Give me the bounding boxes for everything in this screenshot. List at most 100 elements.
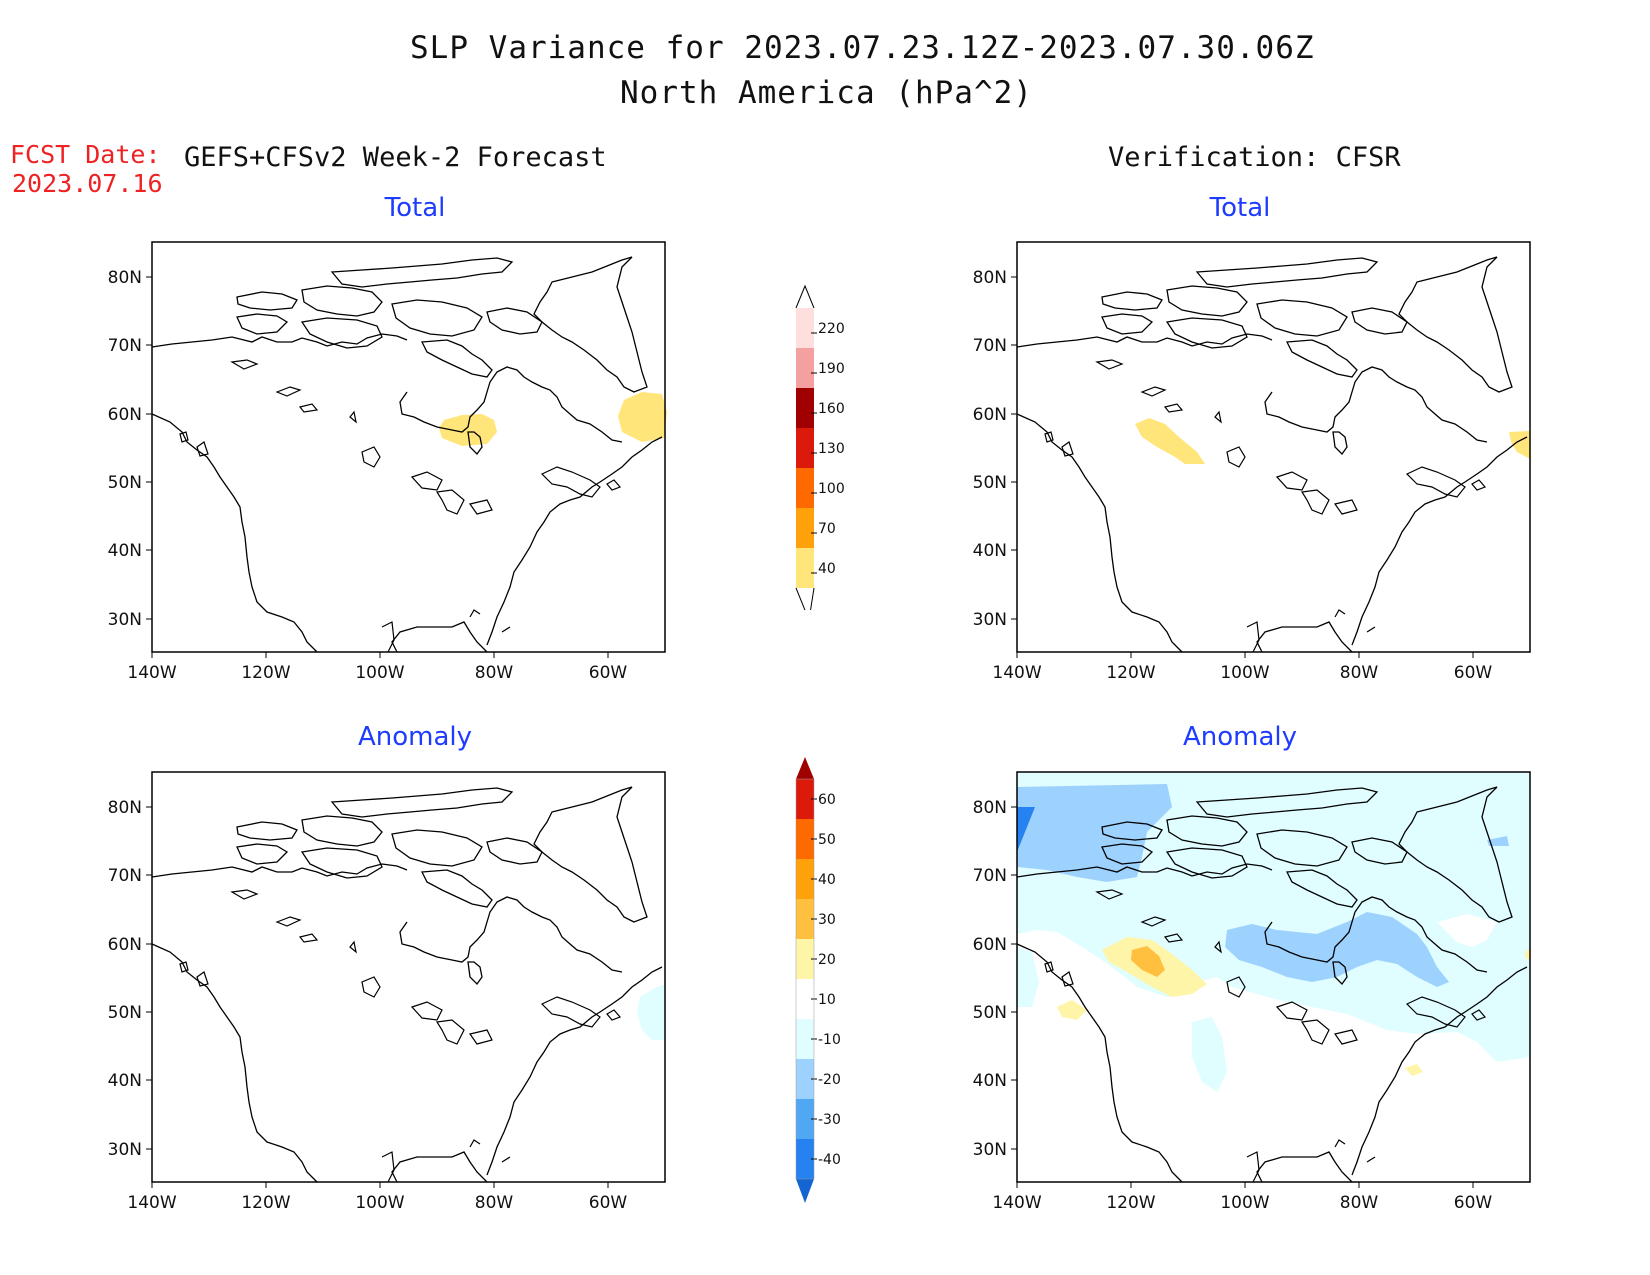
lon-label-60w: 60W bbox=[1454, 663, 1493, 683]
lat-label-50n: 50N bbox=[973, 1003, 1007, 1023]
forecast-heading: GEFS+CFSv2 Week-2 Forecast bbox=[184, 142, 607, 173]
lon-label-120w: 120W bbox=[241, 663, 290, 683]
shading-layer bbox=[637, 984, 665, 1040]
anom-cb-label-m10: -10 bbox=[818, 1032, 841, 1048]
shade-arctic-deep bbox=[1017, 807, 1035, 852]
anom-cb-label-m30: -30 bbox=[818, 1112, 841, 1128]
total-cb-swatch bbox=[796, 348, 814, 388]
fc-anomaly-map: 80N 70N 60N 50N 40N 30N 140W 120W 100W 8… bbox=[108, 771, 666, 1213]
shade-hudson-south bbox=[439, 414, 497, 446]
shading-layer bbox=[1017, 772, 1530, 1092]
map-frame bbox=[1016, 241, 1531, 653]
shade-atlantic-yellow bbox=[1405, 1064, 1423, 1076]
shade-ne-strip bbox=[1487, 836, 1509, 846]
shade-ne-yellow bbox=[1525, 948, 1530, 960]
lat-label-70n: 70N bbox=[108, 866, 142, 886]
chart-title: SLP Variance for 2023.07.23.12Z-2023.07.… bbox=[410, 30, 1315, 66]
lon-label-120w: 120W bbox=[1106, 1193, 1155, 1213]
fcst-date-label: FCST Date: bbox=[10, 140, 161, 169]
total-cb-swatch bbox=[796, 548, 814, 588]
anom-cb-swatch bbox=[796, 779, 814, 819]
lon-label-140w: 140W bbox=[992, 663, 1041, 683]
shade-labrador bbox=[618, 392, 667, 442]
lon-label-80w: 80W bbox=[475, 663, 514, 683]
lat-ticks bbox=[1011, 276, 1017, 620]
total-cb-swatch bbox=[796, 508, 814, 548]
anom-cb-swatch bbox=[796, 979, 814, 1019]
lat-label-60n: 60N bbox=[108, 405, 142, 425]
anom-cb-label-10: 10 bbox=[818, 992, 836, 1008]
fc-total-map: 80N 70N 60N 50N 40N 30N 140W 120W 100W 8… bbox=[108, 241, 667, 683]
anom-cb-swatch bbox=[796, 1059, 814, 1099]
lat-label-80n: 80N bbox=[108, 268, 142, 288]
lon-label-60w: 60W bbox=[589, 663, 628, 683]
total-cb-swatch bbox=[796, 308, 814, 348]
lon-label-80w: 80W bbox=[475, 1193, 514, 1213]
total-cb-label-70: 70 bbox=[818, 521, 836, 537]
lat-label-30n: 30N bbox=[973, 610, 1007, 630]
shade-blue-southwest bbox=[1017, 947, 1039, 1007]
shade-west-yellow bbox=[1057, 1000, 1087, 1020]
lon-label-100w: 100W bbox=[1220, 663, 1269, 683]
lat-ticks bbox=[146, 276, 152, 620]
anom-cb-label-30: 30 bbox=[818, 912, 836, 928]
lat-label-60n: 60N bbox=[108, 935, 142, 955]
lat-label-50n: 50N bbox=[973, 473, 1007, 493]
ver-total-map: 80N 70N 60N 50N 40N 30N 140W 120W 100W 8… bbox=[973, 241, 1531, 683]
verification-heading: Verification: CFSR bbox=[1108, 142, 1401, 173]
lat-label-40n: 40N bbox=[108, 1071, 142, 1091]
anomaly-colorbar: 60 50 40 30 20 10 -10 -20 -30 -40 bbox=[795, 757, 841, 1203]
total-cb-label-220: 220 bbox=[818, 321, 845, 337]
lon-label-120w: 120W bbox=[241, 1193, 290, 1213]
ver-total-title: Total bbox=[1209, 193, 1271, 223]
fc-anomaly-title: Anomaly bbox=[357, 722, 473, 752]
lat-label-40n: 40N bbox=[108, 541, 142, 561]
lon-label-140w: 140W bbox=[127, 1193, 176, 1213]
fcst-date-value: 2023.07.16 bbox=[12, 169, 163, 198]
lon-ticks bbox=[1016, 652, 1474, 658]
total-cb-label-190: 190 bbox=[818, 361, 845, 377]
shade-white-gap bbox=[1437, 914, 1497, 947]
anom-cb-swatch bbox=[796, 1139, 814, 1179]
total-cb-label-100: 100 bbox=[818, 481, 845, 497]
lat-label-60n: 60N bbox=[973, 405, 1007, 425]
map-frame bbox=[151, 771, 666, 1183]
shade-labrador-edge bbox=[1509, 431, 1530, 459]
coastlines bbox=[151, 256, 663, 653]
lon-label-100w: 100W bbox=[355, 663, 404, 683]
lat-label-40n: 40N bbox=[973, 541, 1007, 561]
shade-light-blue-band bbox=[1017, 772, 1530, 1062]
coastlines bbox=[1016, 256, 1528, 653]
total-cb-label-130: 130 bbox=[818, 441, 845, 457]
map-frame bbox=[1016, 771, 1531, 1183]
lon-ticks bbox=[151, 1182, 609, 1188]
lat-ticks bbox=[1011, 806, 1017, 1150]
ver-anomaly-map: 80N 70N 60N 50N 40N 30N 140W 120W 100W 8… bbox=[973, 771, 1531, 1213]
shade-alberta bbox=[1135, 418, 1205, 464]
lon-label-80w: 80W bbox=[1340, 663, 1379, 683]
anom-cb-swatch bbox=[796, 899, 814, 939]
shade-hudson-blue bbox=[1225, 912, 1449, 987]
lat-label-50n: 50N bbox=[108, 1003, 142, 1023]
lat-label-50n: 50N bbox=[108, 473, 142, 493]
fc-total-title: Total bbox=[384, 193, 446, 223]
lat-label-30n: 30N bbox=[973, 1140, 1007, 1160]
lat-ticks bbox=[146, 806, 152, 1150]
lat-label-80n: 80N bbox=[973, 798, 1007, 818]
anom-cb-label-20: 20 bbox=[818, 952, 836, 968]
anom-cb-swatch bbox=[796, 1099, 814, 1139]
ver-anomaly-title: Anomaly bbox=[1182, 722, 1298, 752]
anom-cb-label-40: 40 bbox=[818, 872, 836, 888]
total-cb-label-40: 40 bbox=[818, 561, 836, 577]
lon-label-60w: 60W bbox=[589, 1193, 628, 1213]
chart-subtitle: North America (hPa^2) bbox=[620, 75, 1033, 111]
lon-label-140w: 140W bbox=[127, 663, 176, 683]
lon-ticks bbox=[1016, 1182, 1474, 1188]
total-cb-swatch bbox=[796, 468, 814, 508]
shading-layer bbox=[439, 392, 667, 446]
map-frame bbox=[151, 241, 666, 653]
anom-cb-bottom-arrow bbox=[796, 1179, 814, 1203]
lat-label-40n: 40N bbox=[973, 1071, 1007, 1091]
lat-label-80n: 80N bbox=[108, 798, 142, 818]
anom-cb-swatch bbox=[796, 1019, 814, 1059]
